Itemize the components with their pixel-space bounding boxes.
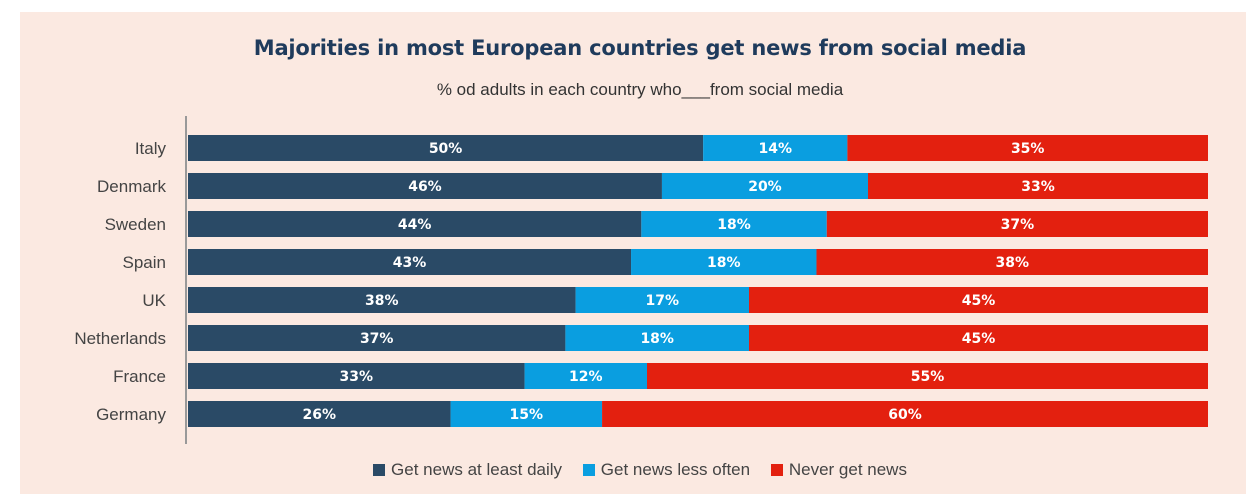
data-label-daily: 33% (340, 369, 374, 385)
legend-label-never: Never get news (788, 460, 907, 479)
category-label: Italy (135, 139, 167, 158)
bar-segment-less-often (641, 211, 827, 237)
data-label-daily: 38% (365, 293, 399, 309)
legend-item-daily: Get news at least daily (373, 460, 562, 480)
data-label-never: 45% (962, 293, 996, 309)
data-label-less-often: 18% (707, 255, 741, 271)
data-label-never: 37% (1001, 217, 1035, 233)
category-label: Denmark (97, 177, 166, 196)
data-label-daily: 43% (393, 255, 427, 271)
bar-segment-less-often (631, 249, 817, 275)
bar-segment-daily (188, 363, 525, 389)
bar-segment-daily (188, 401, 451, 427)
data-label-never: 33% (1021, 179, 1055, 195)
chart-subtitle: % od adults in each country who___from s… (436, 80, 844, 99)
category-label: Spain (123, 253, 166, 272)
category-label: Sweden (105, 215, 166, 234)
data-label-less-often: 18% (640, 331, 674, 347)
legend-swatch-never (770, 464, 783, 476)
bar-segment-less-often (661, 173, 868, 199)
data-label-less-often: 20% (748, 179, 782, 195)
data-label-less-often: 17% (646, 293, 680, 309)
bar-segment-never (826, 211, 1208, 237)
data-label-never: 35% (1011, 141, 1045, 157)
category-label: Netherlands (74, 329, 166, 348)
bar-segment-never (749, 325, 1208, 351)
data-label-never: 38% (995, 255, 1029, 271)
data-label-less-often: 12% (569, 369, 603, 385)
bar-segment-less-often (524, 363, 647, 389)
bar-segment-less-often (565, 325, 749, 351)
data-label-daily: 37% (360, 331, 394, 347)
bar-segment-never (749, 287, 1208, 313)
bar-segment-less-often (575, 287, 749, 313)
legend-label-daily: Get news at least daily (391, 460, 563, 479)
bar-segment-daily (188, 325, 566, 351)
legend-item-less-often: Get news less often (582, 460, 751, 480)
legend-swatch-daily (373, 464, 386, 476)
data-label-less-often: 18% (717, 217, 751, 233)
bar-segment-daily (188, 249, 632, 275)
chart-legend: Get news at least daily Get news less of… (0, 460, 1253, 480)
bar-segment-never (602, 401, 1208, 427)
bar-segment-never (816, 249, 1208, 275)
data-label-daily: 50% (429, 141, 463, 157)
bar-segment-less-often (450, 401, 603, 427)
bar-segment-never (868, 173, 1208, 199)
legend-label-less-often: Get news less often (600, 460, 751, 479)
legend-swatch-less-often (582, 464, 595, 476)
data-label-never: 55% (911, 369, 945, 385)
bar-segment-daily (188, 287, 576, 313)
data-label-never: 60% (888, 407, 922, 423)
data-label-daily: 46% (408, 179, 442, 195)
bar-segment-never (847, 135, 1208, 161)
bar-segment-daily (188, 173, 662, 199)
category-label: UK (142, 291, 166, 310)
chart-title: Majorities in most European countries ge… (253, 36, 1027, 60)
data-label-less-often: 14% (759, 141, 793, 157)
bar-segment-less-often (703, 135, 848, 161)
category-label: France (113, 367, 166, 386)
bar-segment-daily (188, 211, 642, 237)
bar-segment-never (647, 363, 1208, 389)
legend-item-never: Never get news (770, 460, 907, 480)
bar-segment-daily (188, 135, 704, 161)
data-label-daily: 44% (398, 217, 432, 233)
category-label: Germany (96, 405, 166, 424)
data-label-daily: 26% (303, 407, 337, 423)
data-label-never: 45% (962, 331, 996, 347)
data-label-less-often: 15% (510, 407, 544, 423)
